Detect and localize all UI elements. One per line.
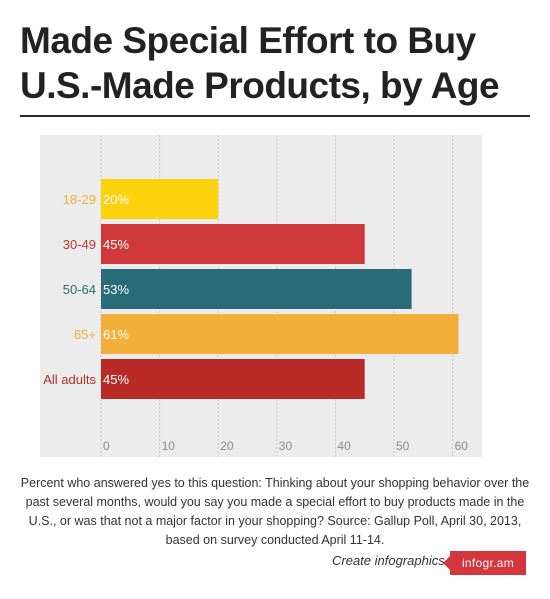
chart-title: Made Special Effort to Buy U.S.-Made Pro…	[20, 20, 500, 106]
bar-chart: 18-29 20% 30-49 45% 50-64 53% 65+ 61% All adults…	[0, 135, 550, 460]
category-label-1: 30-49	[63, 237, 96, 252]
bar-0	[101, 179, 219, 219]
x-tick-label-10: 10	[162, 439, 176, 453]
bar-1	[101, 224, 365, 264]
infogram-logo[interactable]: infogr.am	[443, 551, 526, 575]
category-label-4: All adults	[43, 372, 96, 387]
bar-2	[101, 269, 412, 309]
x-tick-label-30: 30	[279, 439, 293, 453]
chart-svg: 18-29 20% 30-49 45% 50-64 53% 65+ 61% All adults…	[40, 135, 482, 457]
value-label-2: 53%	[103, 282, 129, 297]
title-divider	[20, 115, 530, 117]
create-infographics-link[interactable]: Create infographics	[332, 553, 445, 568]
x-tick-label-60: 60	[455, 439, 469, 453]
value-label-1: 45%	[103, 237, 129, 252]
category-label-3: 65+	[74, 327, 96, 342]
value-label-3: 61%	[103, 327, 129, 342]
bar-3	[101, 314, 459, 354]
x-tick-label-50: 50	[396, 439, 410, 453]
value-label-4: 45%	[103, 372, 129, 387]
bar-4	[101, 359, 365, 399]
category-label-0: 18-29	[63, 192, 96, 207]
x-tick-label-40: 40	[337, 439, 351, 453]
value-label-0: 20%	[103, 192, 129, 207]
x-tick-label-0: 0	[103, 439, 110, 453]
category-label-2: 50-64	[63, 282, 96, 297]
source-note: Percent who answered yes to this questio…	[20, 476, 530, 547]
x-tick-label-20: 20	[220, 439, 234, 453]
